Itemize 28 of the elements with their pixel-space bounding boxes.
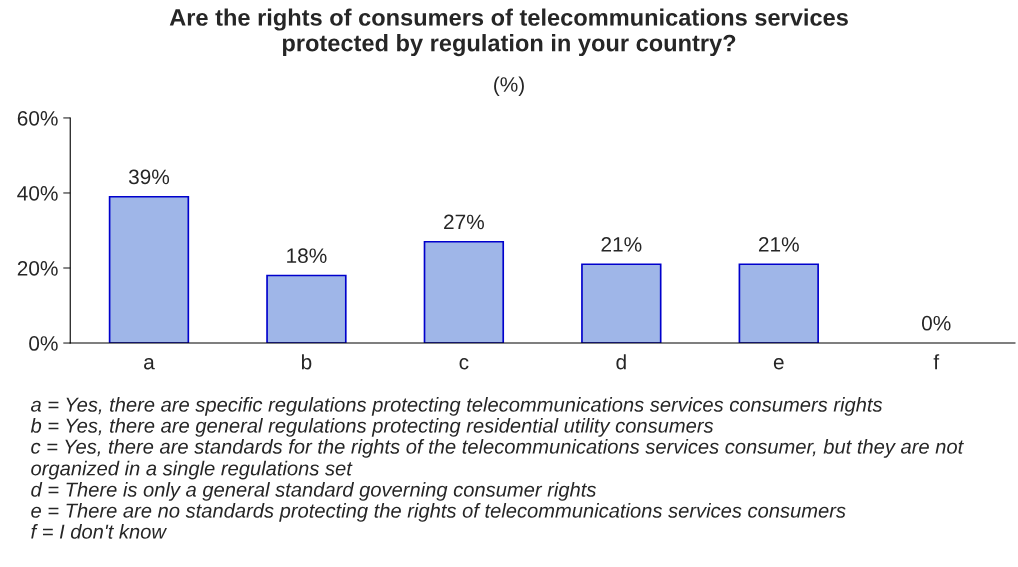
bar (266, 274, 347, 344)
x-tick-label: a (144, 358, 155, 370)
y-tick-label: 40% (17, 185, 58, 201)
y-tick-label: 60% (17, 110, 58, 126)
chart-title: Are the rights of consumers of telecommunications services protected by regulation in your country? (169, 8, 848, 57)
x-tick-label: b (301, 354, 312, 370)
text: e = There are no standards protecting the rights of telecommunications services consumers (31, 503, 846, 522)
text: d = There is only a general standard governing consumer rights (31, 482, 597, 501)
data-label: 0% (921, 315, 951, 331)
data-label: 39% (128, 169, 170, 185)
text: b = Yes, there are general regulations protecting residential utility consumers (30, 418, 714, 437)
data-label: 21% (601, 237, 642, 252)
data-label: 18% (287, 248, 327, 264)
bar (423, 240, 505, 344)
x-tick-label: c (459, 358, 469, 370)
chart-subtitle: (%) (494, 76, 524, 96)
x-tick-label: e (773, 358, 784, 370)
x-tick-label: d (616, 354, 626, 370)
text: f = I don't know (31, 524, 168, 539)
y-tick-label: 20% (17, 261, 58, 276)
bar (108, 195, 190, 344)
bar (738, 263, 819, 344)
text: a = Yes, there are specific regulations protecting telecommunications services consumers rights (30, 397, 883, 416)
data-label: 27% (444, 214, 484, 230)
x-tick-label: f (933, 354, 940, 370)
data-label: 21% (758, 237, 799, 252)
y-tick-label: 0% (29, 336, 58, 351)
bar (581, 263, 662, 344)
